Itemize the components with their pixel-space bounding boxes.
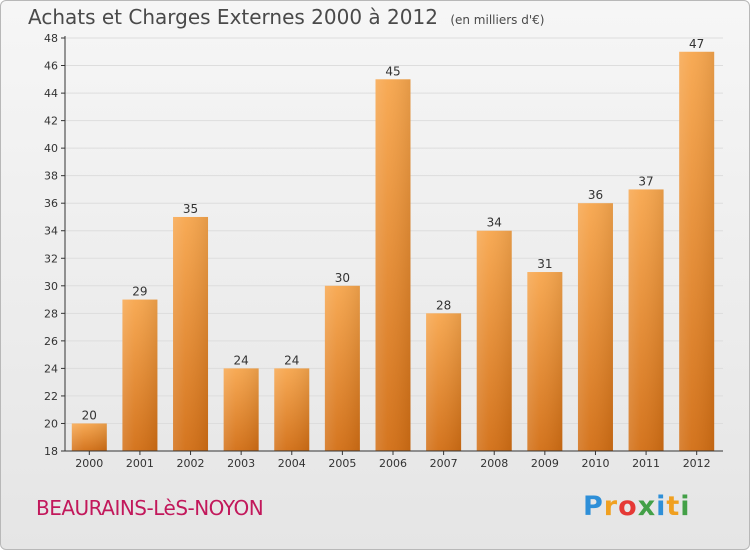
x-tick-label: 2009 (531, 457, 559, 470)
labels: 18 20 22 24 26 28 30 32 34 36 38 40 42 44 46 48 20 2000 29… (44, 32, 711, 470)
bar-shine (122, 299, 158, 451)
bar-shine (527, 272, 563, 451)
x-tick-label: 2002 (177, 457, 205, 470)
x-tick-label: 2000 (75, 457, 103, 470)
value-label: 47 (689, 37, 704, 51)
y-tick-label: 24 (44, 362, 58, 375)
bar-shine (223, 368, 259, 451)
bar-shine (628, 189, 664, 451)
x-tick-label: 2012 (683, 457, 711, 470)
y-tick-label: 46 (44, 60, 58, 73)
y-tick-label: 20 (44, 417, 58, 430)
x-tick-label: 2001 (126, 457, 154, 470)
y-tick-label: 30 (44, 280, 58, 293)
x-tick-label: 2003 (227, 457, 255, 470)
x-tick-label: 2004 (278, 457, 306, 470)
value-label: 20 (82, 408, 97, 422)
value-label: 36 (588, 188, 603, 202)
bar-shine (679, 51, 715, 452)
y-tick-label: 26 (44, 335, 58, 348)
y-tick-label: 36 (44, 197, 58, 210)
y-tick-label: 38 (44, 170, 58, 183)
x-tick-label: 2007 (430, 457, 458, 470)
y-tick-label: 34 (44, 225, 58, 238)
x-tick-label: 2006 (379, 457, 407, 470)
value-label: 24 (234, 353, 249, 367)
proxiti-logo: Proxiti (583, 491, 691, 522)
bars (71, 51, 715, 452)
x-tick-label: 2005 (328, 457, 356, 470)
y-tick-label: 28 (44, 307, 58, 320)
value-label: 37 (638, 174, 653, 188)
x-tick-label: 2010 (581, 457, 609, 470)
bar-shine (324, 285, 360, 451)
place-name: BEAURAINS-LèS-NOYON (36, 496, 264, 520)
bar-shine (71, 423, 107, 451)
value-label: 24 (284, 353, 299, 367)
y-tick-label: 44 (44, 87, 58, 100)
chart-unit: (en milliers d'€) (450, 13, 545, 27)
value-label: 45 (385, 64, 400, 78)
y-tick-label: 32 (44, 252, 58, 265)
value-label: 28 (436, 298, 451, 312)
axes (61, 36, 723, 455)
y-tick-label: 40 (44, 142, 58, 155)
bar-shine (577, 203, 613, 451)
y-tick-label: 22 (44, 390, 58, 403)
bar-shine (173, 216, 209, 451)
value-label: 35 (183, 202, 198, 216)
value-label: 34 (487, 216, 502, 230)
x-tick-label: 2008 (480, 457, 508, 470)
bar-shine (375, 79, 411, 452)
bar-shine (274, 368, 310, 451)
chart-title-text: Achats et Charges Externes 2000 à 2012 (28, 5, 438, 29)
y-tick-label: 42 (44, 115, 58, 128)
chart-title: Achats et Charges Externes 2000 à 2012 (… (28, 5, 544, 29)
value-label: 29 (132, 285, 147, 299)
bar-shine (476, 230, 512, 451)
x-tick-label: 2011 (632, 457, 660, 470)
bar-shine (426, 313, 462, 451)
value-label: 30 (335, 271, 350, 285)
y-tick-label: 18 (44, 445, 58, 458)
value-label: 31 (537, 257, 552, 271)
y-tick-label: 48 (44, 32, 58, 45)
